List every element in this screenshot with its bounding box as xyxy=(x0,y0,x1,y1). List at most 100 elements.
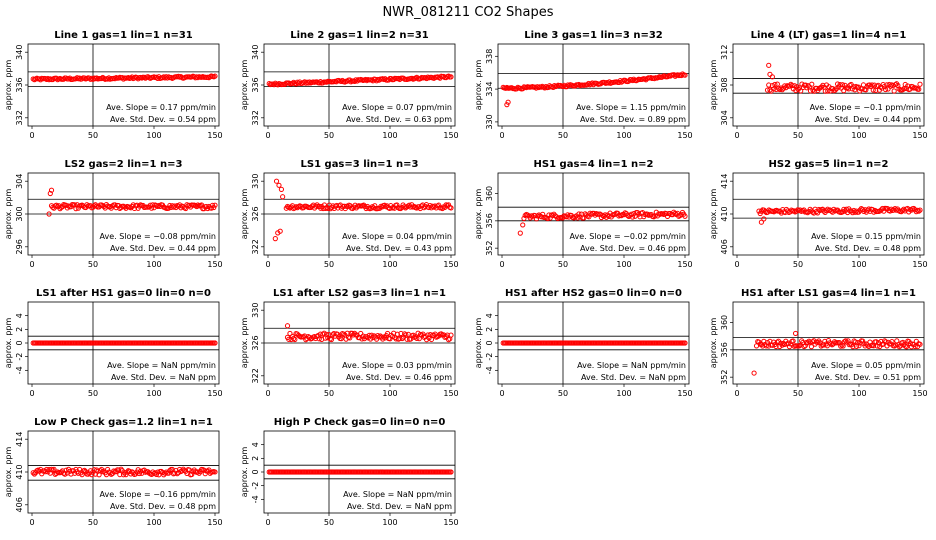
x-tick-label: 0 xyxy=(499,131,504,140)
data-point xyxy=(395,75,402,82)
y-tick-label: 304 xyxy=(720,110,729,125)
y-tick-label: 326 xyxy=(251,335,260,350)
y-tick-label: 326 xyxy=(251,206,260,221)
x-tick-label: 100 xyxy=(146,260,161,269)
data-point xyxy=(771,86,777,92)
slope-text: Ave. Slope = 1.15 ppm/min xyxy=(576,103,686,112)
data-point xyxy=(791,83,798,89)
data-point xyxy=(853,83,859,90)
data-point xyxy=(586,80,592,87)
data-point xyxy=(81,75,88,81)
std-dev-text: Ave. Std. Dev. = 0.63 ppm xyxy=(346,115,452,124)
panel-title: Line 4 (LT) gas=1 lin=4 n=1 xyxy=(751,30,907,41)
data-point xyxy=(863,87,869,93)
std-dev-text: Ave. Std. Dev. = NaN ppm xyxy=(111,373,216,382)
data-point xyxy=(123,472,129,478)
y-axis-label: approx. ppm xyxy=(4,60,13,111)
std-dev-text: Ave. Std. Dev. = 0.43 ppm xyxy=(346,244,452,253)
data-point xyxy=(273,178,280,184)
data-point xyxy=(887,83,894,89)
data-point xyxy=(164,75,171,81)
data-point xyxy=(212,340,218,346)
x-tick-label: 50 xyxy=(324,260,334,269)
data-point xyxy=(122,204,128,210)
y-tick-label: 410 xyxy=(720,206,729,221)
data-point xyxy=(870,87,876,93)
y-tick-label: -4 xyxy=(251,495,260,503)
panel: HS1 after LS1 gas=4 lin=1 n=1 approx. ppm… xyxy=(709,288,928,398)
x-tick-label: 50 xyxy=(558,389,568,398)
data-point xyxy=(682,72,688,78)
data-point xyxy=(402,331,408,337)
data-point xyxy=(786,344,793,350)
data-point xyxy=(448,205,454,211)
y-tick-label: 322 xyxy=(251,368,260,383)
data-point xyxy=(365,335,371,341)
plot-frame xyxy=(497,172,690,256)
data-point xyxy=(891,88,897,94)
panel-title: LS1 after HS1 gas=0 lin=0 n=0 xyxy=(36,288,211,299)
data-point xyxy=(212,73,218,79)
slope-text: Ave. Slope = 0.05 ppm/min xyxy=(811,361,921,370)
data-point xyxy=(560,83,566,90)
x-tick-label: 50 xyxy=(324,518,334,527)
data-point xyxy=(320,331,326,337)
data-point xyxy=(761,216,767,222)
data-point xyxy=(212,469,218,475)
data-point xyxy=(277,228,283,234)
y-tick-label: -4 xyxy=(485,366,494,374)
data-point xyxy=(517,230,523,236)
x-tick-label: 50 xyxy=(324,131,334,140)
x-tick-label: 100 xyxy=(382,389,397,398)
y-tick-label: 330 xyxy=(485,114,494,129)
data-point xyxy=(184,202,190,208)
std-dev-text: Ave. Std. Dev. = 0.44 ppm xyxy=(110,244,216,253)
data-point xyxy=(882,86,889,93)
data-point xyxy=(208,205,214,211)
data-point xyxy=(620,78,626,84)
data-point xyxy=(542,85,548,91)
data-point xyxy=(310,202,316,208)
panel-title: LS2 gas=2 lin=1 n=3 xyxy=(65,159,183,170)
x-tick-label: 100 xyxy=(851,260,866,269)
std-dev-text: Ave. Std. Dev. = 0.54 ppm xyxy=(110,115,216,124)
x-tick-label: 0 xyxy=(29,389,34,398)
x-tick-label: 0 xyxy=(734,260,739,269)
data-point xyxy=(917,207,923,213)
data-point xyxy=(284,323,291,329)
y-tick-label: 356 xyxy=(485,213,494,228)
data-point xyxy=(443,333,449,340)
data-point xyxy=(682,340,688,346)
y-tick-label: 0 xyxy=(485,340,494,345)
data-point xyxy=(913,85,919,91)
data-point xyxy=(275,82,281,88)
data-point xyxy=(89,75,95,81)
data-point xyxy=(504,102,510,108)
panel: Low P Check gas=1.2 lin=1 n=1 approx. ppm… xyxy=(4,417,223,527)
data-point xyxy=(505,99,511,105)
data-point xyxy=(403,332,409,338)
y-tick-label: 340 xyxy=(15,45,24,60)
slope-text: Ave. Slope = −0.08 ppm/min xyxy=(99,232,216,241)
data-point xyxy=(856,343,862,349)
x-tick-label: 150 xyxy=(677,389,692,398)
slope-text: Ave. Slope = 0.07 ppm/min xyxy=(342,103,452,112)
x-tick-label: 150 xyxy=(207,518,222,527)
data-point xyxy=(514,86,520,92)
std-dev-text: Ave. Std. Dev. = 0.51 ppm xyxy=(815,373,921,382)
data-point xyxy=(30,470,36,476)
data-point xyxy=(860,82,867,88)
data-point xyxy=(51,466,57,472)
y-tick-label: 2 xyxy=(251,456,260,461)
panel-title: Line 2 gas=1 lin=2 n=31 xyxy=(290,30,429,41)
y-axis-label: approx. ppm xyxy=(240,447,249,498)
x-tick-label: 150 xyxy=(912,260,927,269)
x-tick-label: 0 xyxy=(29,518,34,527)
data-point xyxy=(48,187,55,193)
slope-text: Ave. Slope = NaN ppm/min xyxy=(107,361,216,370)
data-point xyxy=(912,343,918,350)
y-tick-label: 296 xyxy=(15,239,24,254)
y-tick-label: 304 xyxy=(15,174,24,189)
